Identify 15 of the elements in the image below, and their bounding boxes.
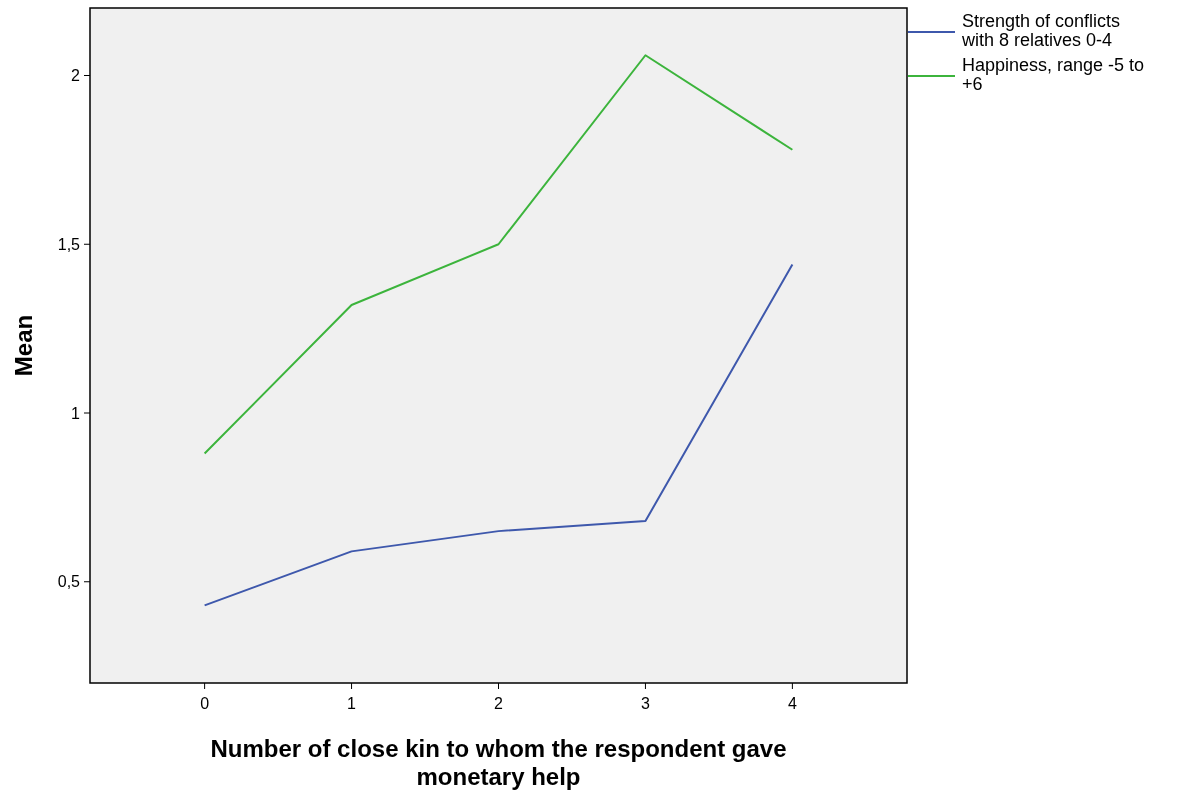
x-tick-label: 3	[640, 695, 650, 712]
y-tick-label: 1	[71, 404, 81, 422]
line-series	[203, 54, 794, 455]
y-tick-label: 2	[71, 67, 81, 85]
y-tick-label: 1,5	[57, 235, 81, 253]
x-tick-label: 4	[787, 695, 797, 712]
line-series	[203, 263, 794, 607]
x-tick-label: 0	[200, 695, 210, 712]
x-axis-title: Number of close kin to whom the respondent gave monetary help	[210, 735, 787, 790]
y-tick-label: 0,5	[57, 573, 81, 591]
x-tick-label: 1	[347, 695, 357, 712]
legend-label: Strength of conflicts with 8 relatives 0-4	[961, 11, 1121, 50]
legend-label: Happiness, range -5 to +6	[962, 55, 1145, 94]
y-axis-title: Mean	[10, 314, 37, 377]
x-tick-label: 2	[494, 695, 504, 712]
